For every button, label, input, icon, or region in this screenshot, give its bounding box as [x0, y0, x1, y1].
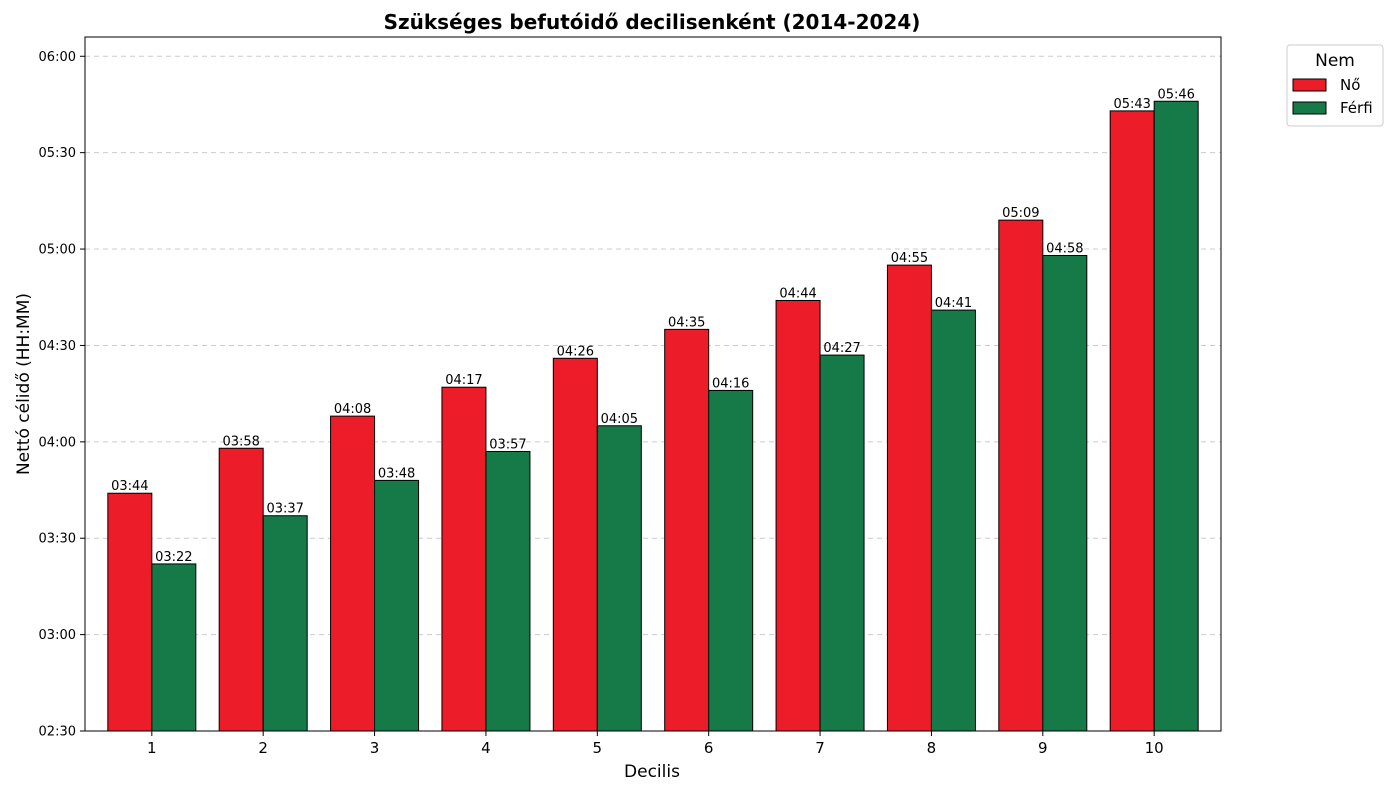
bar-ferfi — [930, 309, 976, 732]
bar-no — [664, 328, 710, 732]
bar-no — [218, 447, 264, 732]
bar-ferfi — [819, 354, 865, 732]
data-label: 04:58 — [1046, 241, 1083, 256]
data-label: 04:35 — [668, 315, 705, 330]
legend: Nem Nő Férfi — [1286, 44, 1384, 127]
x-tick-label: 8 — [927, 739, 937, 757]
data-label: 04:44 — [779, 286, 816, 301]
bars — [107, 100, 1199, 732]
data-label: 04:17 — [445, 373, 482, 388]
bar-ferfi — [1042, 254, 1088, 732]
x-tick-label: 5 — [593, 739, 603, 757]
data-label: 05:46 — [1157, 87, 1194, 102]
bar-ferfi — [262, 515, 308, 732]
legend-swatch — [1292, 78, 1327, 92]
x-tick-label: 7 — [815, 739, 825, 757]
legend-swatch — [1292, 101, 1327, 115]
data-label: 05:09 — [1002, 206, 1039, 221]
x-axis: 1 2 3 4 5 6 7 8 9 10 — [147, 731, 1164, 757]
y-tick-label: 05:00 — [39, 243, 76, 258]
bar-no — [775, 299, 821, 732]
bar-ferfi — [1153, 100, 1199, 732]
plot-frame — [84, 36, 1222, 732]
data-label: 04:05 — [601, 412, 638, 427]
legend-items: Nő Férfi — [1292, 76, 1373, 117]
x-tick-label: 2 — [258, 739, 268, 757]
data-label: 04:08 — [334, 402, 371, 417]
chart-title: Szükséges befutóidő decilisenként (2014-… — [384, 10, 921, 34]
x-tick-label: 4 — [481, 739, 491, 757]
bar-no — [1109, 110, 1155, 732]
data-labels: 03:44 03:58 04:08 04:17 04:26 04:35 04:44 04:55… — [111, 87, 1195, 565]
legend-label: Férfi — [1340, 99, 1373, 117]
bar-no — [441, 386, 487, 732]
data-label: 03:22 — [155, 550, 192, 565]
x-axis-label: Decilis — [624, 762, 680, 782]
bar-no — [107, 492, 153, 732]
data-label: 03:37 — [266, 502, 303, 517]
bar-ferfi — [151, 563, 197, 732]
bar-no — [886, 264, 932, 732]
y-tick-label: 02:30 — [39, 725, 76, 740]
bar-ferfi — [485, 450, 531, 732]
y-tick-label: 04:00 — [39, 435, 76, 450]
y-tick-label: 06:00 — [39, 50, 76, 65]
x-tick-label: 1 — [147, 739, 157, 757]
data-label: 04:27 — [823, 341, 860, 356]
x-tick-label: 6 — [704, 739, 714, 757]
x-tick-label: 9 — [1038, 739, 1048, 757]
bar-ferfi — [374, 479, 420, 732]
data-label: 04:55 — [891, 251, 928, 266]
y-tick-label: 04:30 — [39, 339, 76, 354]
data-label: 03:58 — [222, 434, 259, 449]
data-label: 05:43 — [1113, 97, 1150, 112]
data-label: 03:44 — [111, 479, 148, 494]
y-tick-label: 03:00 — [39, 628, 76, 643]
data-label: 04:26 — [557, 344, 594, 359]
data-label: 04:41 — [935, 296, 972, 311]
data-label: 03:57 — [489, 437, 526, 452]
bar-ferfi — [708, 389, 754, 732]
bar-ferfi — [596, 425, 642, 732]
x-tick-label: 3 — [370, 739, 380, 757]
bar-no — [552, 357, 598, 732]
y-tick-label: 03:30 — [39, 532, 76, 547]
y-axis: 02:30 03:00 03:30 04:00 04:30 05:00 05:30 06:00 — [39, 50, 85, 740]
legend-title: Nem — [1315, 51, 1355, 71]
data-label: 04:16 — [712, 376, 749, 391]
x-tick-label: 10 — [1145, 739, 1164, 757]
data-label: 03:48 — [378, 466, 415, 481]
legend-label: Nő — [1340, 76, 1360, 94]
y-tick-label: 05:30 — [39, 146, 76, 161]
bar-no — [998, 219, 1044, 732]
bar-no — [330, 415, 376, 732]
y-axis-label: Nettó célidő (HH:MM) — [14, 293, 34, 475]
